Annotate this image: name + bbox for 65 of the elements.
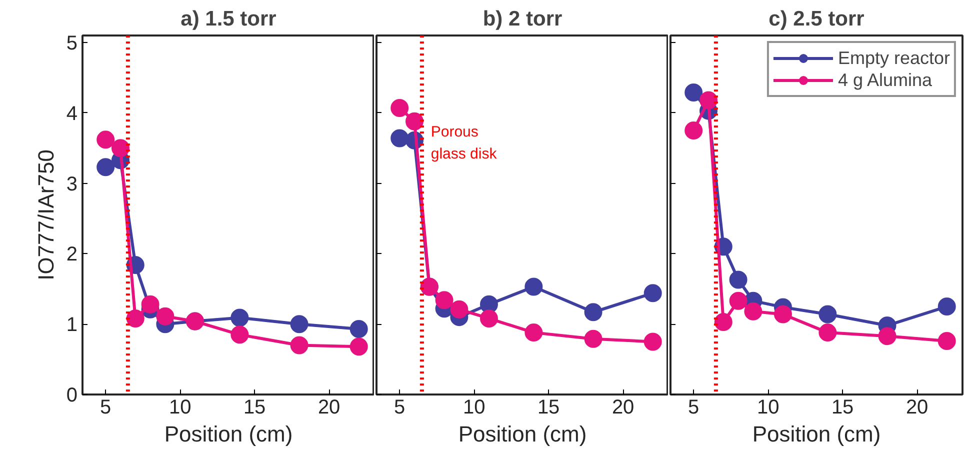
x-tick-label: 10 (756, 396, 780, 418)
point (141, 295, 160, 314)
point (350, 320, 368, 338)
point (584, 303, 602, 322)
point (524, 278, 543, 296)
x-tick-label: 10 (168, 396, 192, 418)
point (390, 99, 409, 117)
x-tick-label: 20 (612, 396, 634, 418)
x-tick-label: 5 (100, 396, 112, 418)
point (230, 326, 249, 344)
chart-title: c) 2.5 torr (768, 8, 864, 30)
point (818, 305, 837, 324)
point (111, 139, 130, 158)
y-tick-label: 2 (66, 244, 78, 266)
point (230, 308, 249, 327)
ref-line-label: Porous glass disk (430, 124, 498, 163)
point (644, 284, 662, 302)
point (156, 307, 174, 326)
x-tick-label: 10 (462, 396, 486, 418)
point (938, 332, 956, 350)
point (480, 309, 498, 328)
point (729, 270, 748, 289)
point (644, 332, 662, 351)
x-tick-label: 5 (688, 396, 700, 418)
legend-label: 4 g Alumina (838, 69, 932, 91)
point (684, 122, 703, 140)
point (405, 112, 424, 130)
x-axis-title: Position (cm) (458, 422, 587, 446)
x-tick-label: 5 (394, 396, 406, 418)
point (350, 338, 368, 356)
point (584, 330, 602, 348)
y-tick-label: 3 (66, 173, 78, 196)
point (729, 292, 748, 310)
point (450, 300, 468, 318)
point (96, 158, 115, 176)
point (938, 298, 956, 316)
x-tick-label: 15 (537, 396, 560, 418)
point (290, 336, 308, 354)
point (524, 324, 543, 342)
point (435, 291, 454, 310)
chart-title: b) 2 torr (482, 8, 562, 30)
y-tick-label: 0 (66, 384, 78, 406)
point (714, 313, 732, 331)
x-tick-label: 15 (831, 396, 854, 418)
point (744, 302, 762, 320)
point (878, 327, 896, 346)
point (684, 84, 703, 102)
x-axis-title: Position (cm) (164, 422, 293, 446)
y-axis-title: IO777/IAr750 (33, 150, 58, 280)
point (774, 305, 792, 324)
legend-label: Empty reactor (838, 47, 950, 69)
x-axis-title: Position (cm) (752, 422, 881, 446)
y-tick-label: 1 (66, 314, 78, 336)
point (290, 315, 308, 334)
point (699, 91, 718, 110)
point (126, 309, 144, 328)
y-tick-label: 5 (66, 32, 78, 55)
x-tick-label: 15 (243, 396, 266, 418)
chart-title: a) 1.5 torr (180, 8, 276, 30)
point (96, 130, 115, 149)
point (390, 129, 409, 148)
x-tick-label: 20 (318, 396, 340, 418)
x-tick-label: 20 (906, 396, 928, 418)
y-tick-label: 4 (66, 102, 78, 125)
point (818, 324, 837, 342)
